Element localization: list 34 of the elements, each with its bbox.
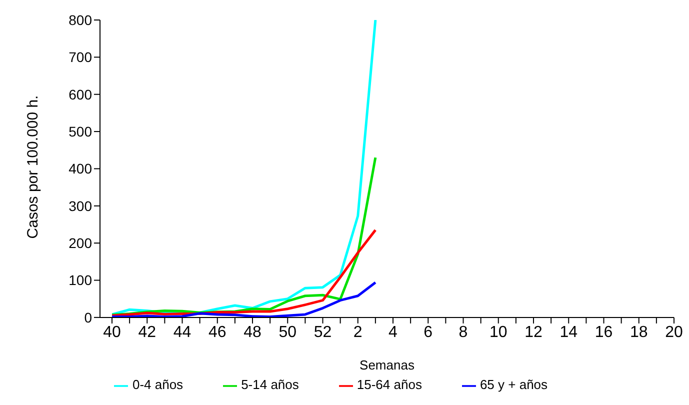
x-tick-label: 2: [353, 324, 362, 341]
y-tick-label: 300: [68, 198, 92, 214]
legend-label: 0-4 años: [132, 377, 184, 392]
y-tick-label: 0: [84, 309, 92, 326]
x-tick-label: 48: [244, 324, 262, 341]
x-tick-label: 14: [560, 324, 578, 341]
x-tick-label: 20: [665, 324, 683, 341]
y-tick-label: 200: [68, 235, 92, 252]
x-tick-label: 4: [388, 324, 398, 341]
legend-label: 15-64 años: [356, 377, 422, 392]
x-tick-label: 8: [458, 324, 468, 341]
x-tick-label: 18: [630, 324, 648, 341]
x-tick-label: 10: [489, 324, 508, 341]
x-axis-title: Semanas: [360, 357, 415, 372]
x-tick-label: 44: [173, 324, 192, 341]
legend-label: 65 y + años: [480, 377, 548, 392]
x-tick-label: 50: [278, 324, 297, 341]
line-series: [112, 228, 377, 317]
x-tick-label: 42: [138, 324, 156, 341]
line-series: [112, 281, 377, 318]
x-tick-label: 16: [594, 324, 613, 341]
y-tick-label: 400: [68, 160, 92, 177]
x-tick-label: 46: [208, 324, 226, 341]
y-tick-label: 100: [68, 272, 92, 288]
y-tick-label: 600: [68, 86, 92, 102]
x-tick-label: 40: [103, 324, 121, 341]
y-tick-label: 800: [68, 12, 92, 28]
x-tick-label: 52: [314, 324, 332, 341]
legend-label: 5-14 años: [241, 377, 299, 392]
y-axis-title: Casos por 100.000 h.: [24, 95, 42, 239]
x-tick-label: 12: [524, 324, 542, 341]
y-tick-label: 700: [68, 49, 92, 66]
y-tick-label: 500: [68, 124, 92, 140]
x-tick-label: 6: [424, 324, 433, 341]
